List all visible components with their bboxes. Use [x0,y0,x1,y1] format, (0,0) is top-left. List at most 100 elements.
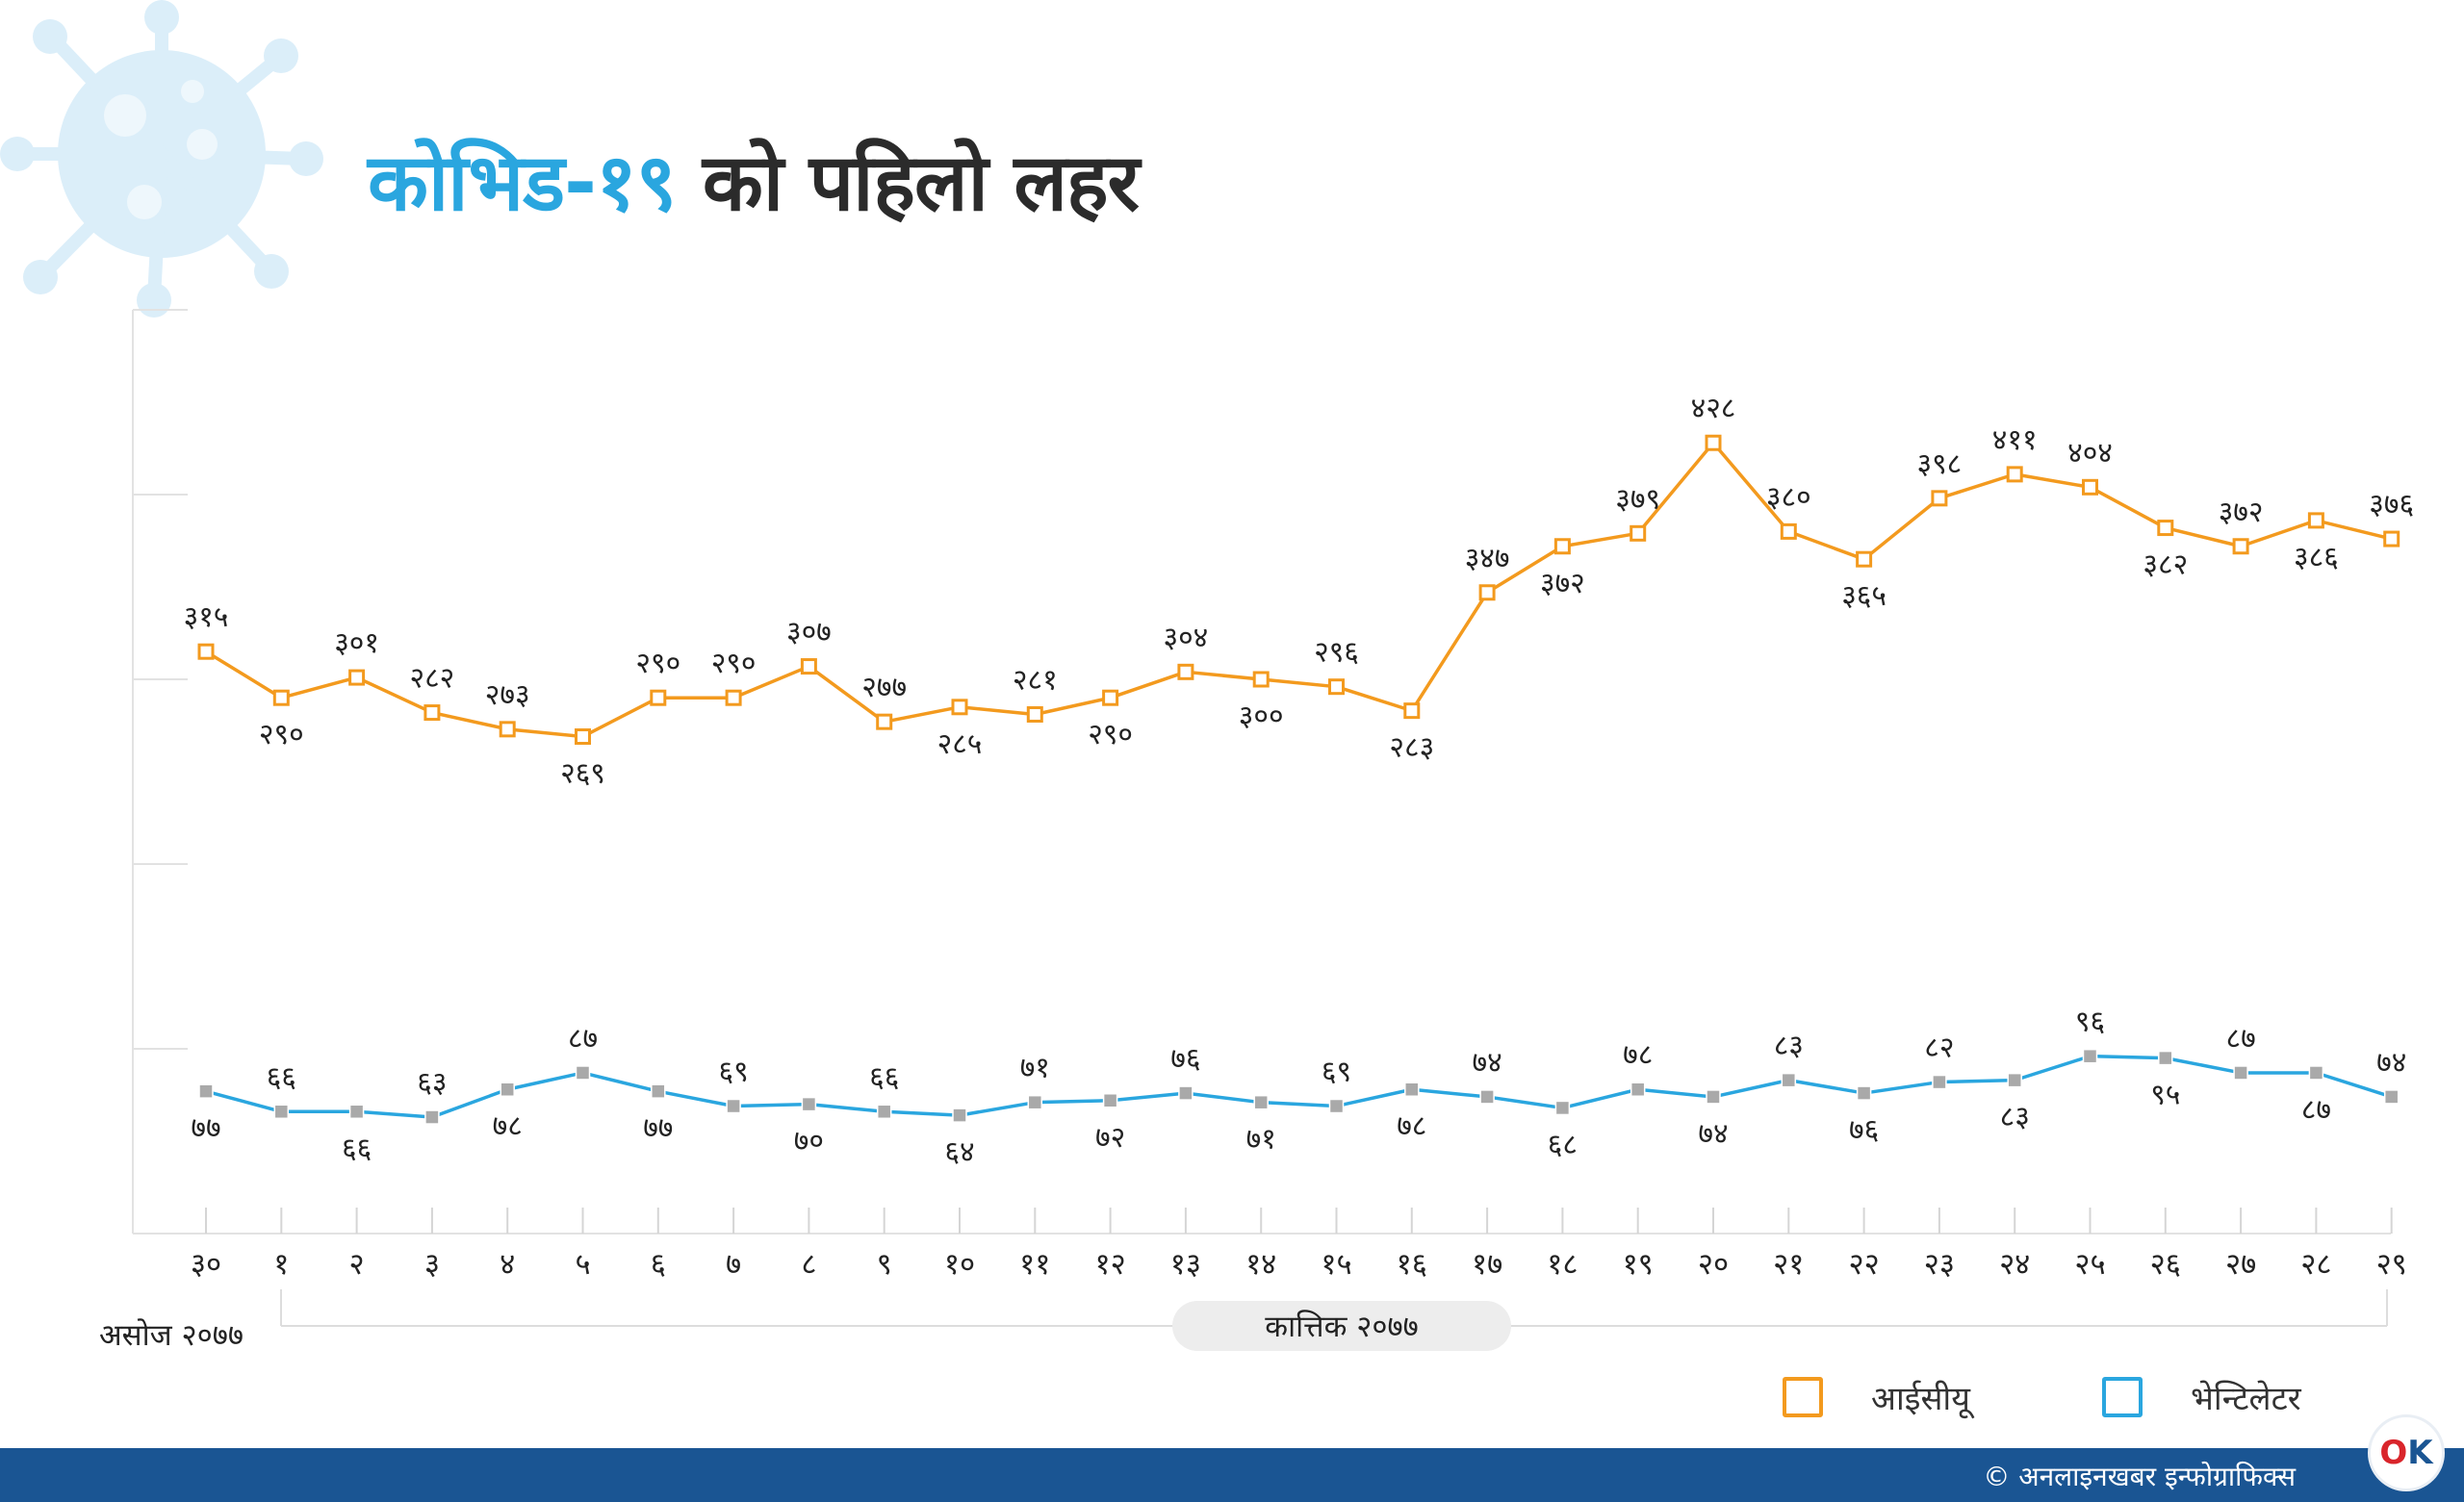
data-point [1328,678,1345,696]
footer-bar: © अनलाइनखबर इन्फोग्राफिक्स [0,1448,2464,1502]
logo-letter-k: K [2407,1434,2433,1472]
data-point [1932,1074,1947,1090]
x-tick-label: ३ [424,1247,440,1282]
data-point [272,689,290,706]
data-point [1705,434,1722,451]
data-point [1706,1089,1721,1105]
data-point [2157,520,2174,537]
legend-icu-label: आईसीयू [1871,1380,1970,1418]
data-point [1781,1072,1797,1088]
x-tick-label: २७ [2225,1247,2256,1282]
data-label: २७३ [485,678,530,712]
data-label: ७७ [643,1111,673,1145]
data-point [2232,538,2249,555]
data-label: ८७ [2225,1022,2255,1056]
x-tick-label: २४ [1999,1247,2030,1282]
x-tick-label: ५ [575,1247,590,1282]
data-label: ६९ [1322,1056,1351,1089]
data-label: ३९८ [1916,447,1962,481]
x-tick-label: ७ [726,1247,741,1282]
data-point [575,728,591,746]
data-point [951,699,968,716]
x-tick-label: ११ [1019,1247,1050,1282]
data-point [2082,478,2098,496]
data-label: ७४ [1472,1046,1502,1080]
x-tick-label: ९ [877,1247,892,1282]
data-label: २९० [259,718,304,751]
x-tick-label: ८ [801,1247,816,1282]
data-label: ६८ [1548,1128,1578,1161]
data-point [2383,530,2400,547]
data-label: २८२ [409,662,454,696]
data-label: ४०४ [2067,436,2113,470]
data-label: ३७२ [2219,496,2264,529]
data-point [1780,522,1797,540]
x-tick-label: २३ [1924,1247,1955,1282]
data-point [1630,524,1647,542]
data-label: ३८० [1766,480,1811,514]
data-label: ७७ [191,1111,220,1145]
group-label: कात्तिक २०७७ [1265,1310,1418,1344]
x-tick-label: १५ [1321,1247,1351,1282]
x-tick-label: ३० [191,1247,221,1282]
data-point [2006,466,2023,483]
data-label: ३६५ [1841,579,1886,613]
data-point [801,1096,817,1112]
x-tick-label: २ [349,1247,365,1282]
x-tick-label: २९ [2376,1247,2407,1282]
x-tick-label: २० [1698,1247,1729,1282]
data-label: ९६ [2075,1006,2105,1039]
data-point [424,704,441,722]
data-label: ८७ [568,1022,598,1056]
data-point [1253,1094,1269,1110]
data-label: ७६ [1849,1113,1879,1147]
x-tick-label: २१ [1773,1247,1804,1282]
data-label: ७२ [1095,1121,1125,1155]
data-label: २६९ [560,757,605,791]
data-point [1554,1100,1571,1116]
group-label-pill [1172,1301,1511,1351]
data-point [1026,705,1043,723]
data-label: ७१ [1246,1123,1276,1157]
data-point [1102,1093,1118,1108]
data-label: २८१ [1013,663,1058,697]
first-category-sublabel: असोज २०७७ [99,1318,244,1353]
data-label: ७१ [1020,1052,1050,1085]
data-point [2082,1048,2098,1064]
data-label: ७४ [2376,1046,2406,1080]
logo-letter-o: O [2379,1434,2408,1472]
data-point [1856,1085,1872,1101]
x-tick-label: १२ [1094,1247,1125,1282]
data-label: ६९ [718,1056,748,1089]
data-point [575,1065,591,1081]
x-tick-label: १७ [1472,1247,1502,1282]
data-label: ७८ [1397,1109,1426,1143]
data-label: ३०४ [1163,621,1208,654]
data-point [424,1109,440,1125]
data-point [2308,1065,2324,1081]
x-tick-label: १ [273,1247,289,1282]
x-tick-label: २८ [2300,1247,2331,1282]
data-point [2158,1050,2173,1066]
data-point [348,669,366,686]
data-point [2007,1072,2022,1088]
data-point [800,658,817,675]
data-point [726,1098,741,1114]
data-point [500,1082,515,1097]
footer-credit: © अनलाइनखबर इन्फोग्राफिक्स [1983,1461,2296,1492]
data-point [1931,490,1948,507]
x-tick-label: १९ [1623,1247,1654,1282]
data-label: २८५ [937,727,983,761]
data-label: ३०० [1239,700,1284,733]
data-point [651,1083,666,1099]
data-label: ६६ [869,1060,899,1094]
data-point [198,1083,214,1099]
legend-ventilator: भेन्टिलेटर [2102,1373,2301,1421]
x-tick-label: १३ [1170,1247,1201,1282]
data-point [1630,1082,1646,1097]
data-label: ३०७ [786,616,832,649]
x-tick-label: २५ [2074,1247,2105,1282]
data-point [876,1104,892,1120]
